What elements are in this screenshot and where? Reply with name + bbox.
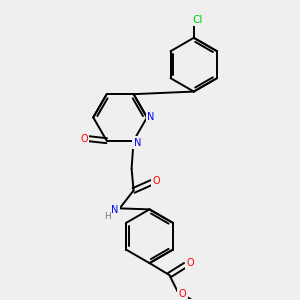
Text: N: N [147,112,155,122]
Text: H: H [104,212,111,221]
Text: O: O [178,289,186,299]
Text: Cl: Cl [193,15,203,25]
Text: O: O [153,176,160,185]
Text: O: O [80,134,88,144]
Text: N: N [111,206,118,215]
Text: O: O [187,258,194,268]
Text: N: N [134,138,141,148]
